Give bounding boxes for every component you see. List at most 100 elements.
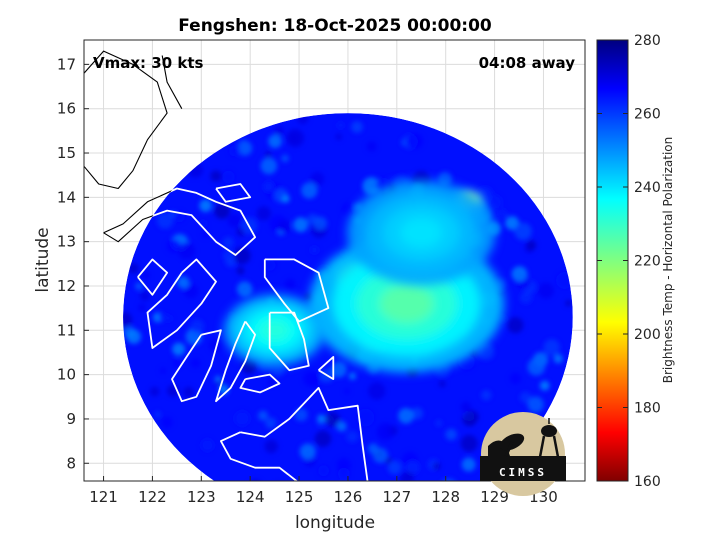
y-tick-label: 15 bbox=[57, 144, 76, 162]
y-tick-label: 14 bbox=[57, 188, 76, 206]
texture-cell bbox=[267, 379, 275, 386]
texture-cell bbox=[154, 411, 161, 418]
texture-cell bbox=[183, 386, 195, 398]
y-tick-label: 9 bbox=[66, 410, 76, 428]
texture-cell bbox=[264, 439, 278, 454]
texture-cell bbox=[268, 134, 282, 149]
colorbar bbox=[597, 40, 628, 481]
texture-cell bbox=[158, 312, 167, 321]
colorbar-tick-label: 240 bbox=[634, 180, 661, 196]
cold-cloud-level bbox=[400, 217, 443, 248]
time-away-annotation: 04:08 away bbox=[479, 54, 576, 72]
texture-cell bbox=[274, 125, 285, 136]
texture-cell bbox=[310, 172, 325, 187]
cold-cloud-cluster bbox=[224, 294, 326, 367]
texture-cell bbox=[234, 410, 250, 427]
coastline bbox=[263, 258, 330, 323]
texture-cell bbox=[301, 182, 318, 199]
texture-cell bbox=[527, 396, 544, 413]
texture-cell bbox=[177, 276, 190, 289]
x-tick-label: 126 bbox=[334, 488, 363, 506]
texture-cell bbox=[303, 370, 320, 387]
convection-layer bbox=[224, 180, 505, 373]
texture-cell bbox=[138, 303, 146, 312]
texture-cell bbox=[263, 181, 275, 193]
colorbar-ticks: 160 180 200 220 240 260 280 bbox=[597, 33, 661, 490]
texture-cell bbox=[201, 438, 214, 452]
texture-cell bbox=[398, 408, 414, 424]
texture-cell bbox=[128, 263, 139, 274]
texture-cell bbox=[461, 457, 476, 472]
cold-cloud-cluster bbox=[347, 180, 496, 286]
texture-cell bbox=[310, 245, 319, 255]
texture-cell bbox=[299, 443, 316, 460]
x-axis-label: longitude bbox=[295, 513, 375, 533]
texture-cell bbox=[264, 151, 272, 158]
texture-cell bbox=[553, 354, 563, 364]
texture-cell bbox=[356, 408, 375, 427]
texture-cell bbox=[284, 278, 296, 290]
texture-cell bbox=[260, 157, 278, 175]
texture-cell bbox=[172, 342, 186, 356]
texture-cell bbox=[313, 216, 327, 231]
texture-cell bbox=[236, 281, 253, 297]
texture-cell bbox=[156, 212, 174, 229]
y-tick-label: 12 bbox=[57, 277, 76, 295]
texture-cell bbox=[376, 423, 395, 441]
texture-cell bbox=[264, 485, 280, 501]
texture-cell bbox=[343, 388, 351, 395]
coastline bbox=[317, 356, 335, 380]
texture-cell bbox=[227, 213, 242, 228]
y-tick-label: 11 bbox=[57, 321, 76, 339]
x-tick-label: 129 bbox=[480, 488, 509, 506]
y-tick-label: 13 bbox=[57, 233, 76, 251]
texture-cell bbox=[274, 482, 284, 492]
texture-cell bbox=[465, 410, 479, 424]
texture-cell bbox=[210, 170, 222, 182]
texture-cell bbox=[505, 216, 519, 230]
texture-cell bbox=[286, 129, 305, 147]
texture-cell bbox=[190, 319, 205, 334]
texture-cell bbox=[214, 203, 230, 219]
coastlines bbox=[84, 50, 369, 481]
texture-cell bbox=[460, 401, 472, 413]
texture-cell bbox=[317, 414, 326, 423]
texture-cell bbox=[294, 408, 308, 422]
texture-cell bbox=[281, 154, 289, 163]
texture-cell bbox=[135, 282, 143, 291]
x-axis: 121 122 123 124 125 126 127 128 129 130 bbox=[89, 476, 558, 506]
texture-cell bbox=[337, 467, 350, 480]
texture-cell bbox=[445, 428, 458, 441]
colorbar-tick-label: 160 bbox=[634, 474, 661, 490]
texture-cell bbox=[346, 430, 359, 443]
texture-cell bbox=[222, 170, 235, 184]
texture-cell bbox=[314, 430, 332, 447]
y-tick-label: 8 bbox=[66, 454, 76, 472]
texture-cell bbox=[514, 222, 532, 241]
texture-cell bbox=[337, 122, 344, 129]
texture-cell bbox=[149, 386, 160, 397]
texture-cell bbox=[199, 199, 212, 212]
texture-cell bbox=[348, 372, 357, 380]
chart-title: Fengshen: 18-Oct-2025 00:00:00 bbox=[178, 16, 492, 36]
coastline bbox=[137, 258, 168, 296]
y-axis: 8 9 10 11 12 13 14 15 16 17 bbox=[57, 55, 89, 472]
coastline bbox=[215, 183, 252, 203]
texture-cell bbox=[362, 177, 381, 196]
texture-cell bbox=[177, 242, 196, 260]
texture-cell bbox=[256, 206, 271, 221]
texture-cell bbox=[509, 372, 522, 385]
y-axis-label: latitude bbox=[33, 227, 53, 292]
texture-cell bbox=[330, 361, 347, 378]
texture-cell bbox=[166, 238, 181, 253]
texture-cell bbox=[507, 317, 524, 334]
coastline bbox=[220, 387, 369, 481]
texture-cell bbox=[387, 460, 402, 475]
texture-cell bbox=[238, 141, 252, 155]
texture-cell bbox=[351, 121, 363, 133]
coastline bbox=[239, 373, 281, 394]
texture-cell bbox=[190, 358, 201, 368]
texture-cell bbox=[526, 240, 537, 251]
cimss-logo-text: CIMSS bbox=[499, 466, 547, 479]
